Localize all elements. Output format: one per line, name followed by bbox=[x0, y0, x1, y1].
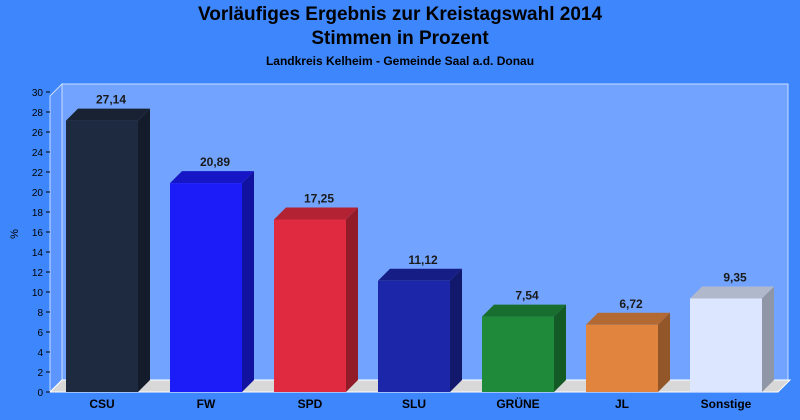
bar-top bbox=[274, 207, 358, 220]
y-axis-label: % bbox=[9, 229, 21, 239]
bar-front bbox=[482, 316, 554, 392]
bar-side bbox=[554, 304, 566, 392]
y-tick-label: 6 bbox=[37, 328, 43, 339]
data-label: 27,14 bbox=[96, 93, 126, 107]
bar-sonstige: 9,35 bbox=[690, 271, 774, 392]
bar-top bbox=[378, 268, 462, 281]
x-axis: CSU FW SPD SLU GRÜNE JL Sonstige bbox=[89, 396, 751, 411]
bar-front bbox=[690, 298, 762, 392]
y-tick-label: 10 bbox=[32, 288, 44, 299]
y-tick-label: 20 bbox=[32, 188, 44, 199]
bar-top bbox=[66, 108, 150, 121]
chart-subtitle-2: Landkreis Kelheim - Gemeinde Saal a.d. D… bbox=[265, 54, 535, 68]
data-label: 11,12 bbox=[408, 253, 438, 267]
data-label: 17,25 bbox=[304, 192, 334, 206]
bar-spd: 17,25 bbox=[274, 192, 358, 392]
bar-top bbox=[690, 286, 774, 299]
bar-side bbox=[450, 268, 462, 392]
bar-side bbox=[346, 207, 358, 392]
y-tick-label: 2 bbox=[37, 368, 43, 379]
bar-front bbox=[274, 219, 346, 392]
bar-front bbox=[170, 183, 242, 392]
bar-top bbox=[482, 304, 566, 317]
y-tick-label: 26 bbox=[32, 128, 44, 139]
x-tick-label: JL bbox=[615, 397, 629, 411]
y-tick-label: 14 bbox=[32, 248, 44, 259]
y-tick-label: 4 bbox=[37, 348, 43, 359]
data-label: 20,89 bbox=[200, 155, 230, 169]
y-tick-label: 0 bbox=[37, 388, 43, 399]
bar-side bbox=[242, 171, 254, 392]
bars: 27,14 20,89 17,25 11,12 7,54 6,72 9,35 bbox=[66, 93, 774, 392]
y-tick-label: 16 bbox=[32, 228, 44, 239]
chart-title: Vorläufiges Ergebnis zur Kreistagswahl 2… bbox=[197, 4, 603, 25]
bar-top bbox=[170, 171, 254, 184]
x-tick-label: SPD bbox=[298, 397, 323, 411]
data-label: 6,72 bbox=[619, 297, 643, 311]
bar-jl: 6,72 bbox=[586, 297, 670, 392]
y-tick-label: 28 bbox=[32, 108, 44, 119]
bar-csu: 27,14 bbox=[66, 93, 150, 392]
plot-side-wall bbox=[49, 82, 63, 394]
y-tick-label: 8 bbox=[37, 308, 43, 319]
y-tick-label: 12 bbox=[32, 268, 44, 279]
chart-subtitle: Stimmen in Prozent bbox=[311, 28, 489, 49]
data-label: 9,35 bbox=[723, 271, 747, 285]
bar-side bbox=[762, 286, 774, 392]
y-tick-label: 18 bbox=[32, 208, 44, 219]
x-tick-label: CSU bbox=[89, 397, 114, 411]
x-tick-label: SLU bbox=[402, 397, 426, 411]
bar-front bbox=[586, 324, 658, 392]
bar-front bbox=[378, 280, 450, 392]
x-tick-label: Sonstige bbox=[701, 397, 752, 411]
data-label: 7,54 bbox=[515, 289, 539, 303]
x-tick-label: FW bbox=[197, 397, 216, 411]
x-tick-label: GRÜNE bbox=[496, 396, 539, 411]
bar-fw: 20,89 bbox=[170, 155, 254, 392]
bar-grüne: 7,54 bbox=[482, 289, 566, 392]
bar-top bbox=[586, 312, 670, 325]
bar-slu: 11,12 bbox=[378, 253, 462, 392]
bar-front bbox=[66, 120, 138, 392]
y-tick-label: 24 bbox=[32, 148, 44, 159]
y-tick-label: 22 bbox=[32, 168, 44, 179]
bar-side bbox=[658, 312, 670, 392]
bar-side bbox=[138, 108, 150, 392]
y-tick-label: 30 bbox=[32, 88, 44, 99]
